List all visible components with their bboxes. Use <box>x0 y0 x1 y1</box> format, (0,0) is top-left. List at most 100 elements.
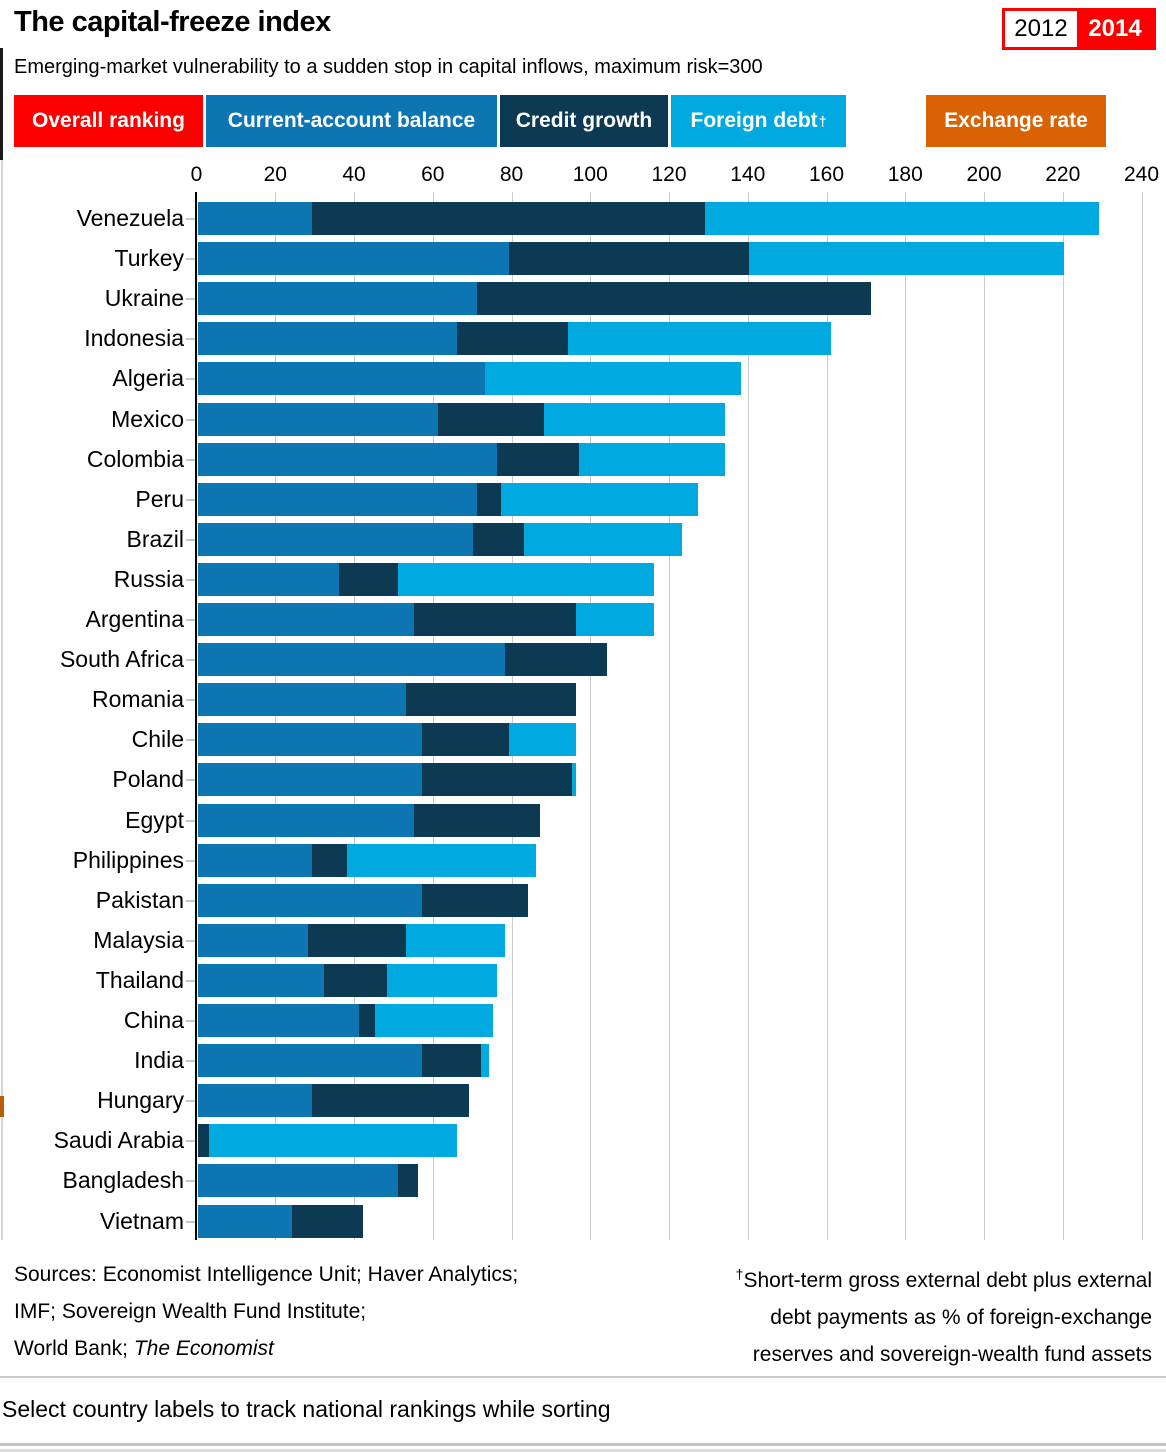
bar-segment-credit-growth-peru[interactable] <box>477 482 501 516</box>
bar-segment-current-account-balance-pakistan[interactable] <box>197 883 422 917</box>
bar-segment-credit-growth-colombia[interactable] <box>496 442 580 476</box>
bar-segment-current-account-balance-turkey[interactable] <box>197 242 509 276</box>
country-label-india[interactable]: India <box>134 1047 184 1074</box>
bar-segment-current-account-balance-philippines[interactable] <box>197 843 312 877</box>
bar-segment-credit-growth-bangladesh[interactable] <box>398 1164 418 1198</box>
country-label-turkey[interactable]: Turkey <box>114 245 184 272</box>
bar-segment-current-account-balance-venezuela[interactable] <box>197 202 312 235</box>
bar-segment-credit-growth-egypt[interactable] <box>414 803 541 837</box>
bar-segment-current-account-balance-poland[interactable] <box>197 763 422 797</box>
bar-segment-foreign-debt-venezuela[interactable] <box>705 202 1100 235</box>
bar-segment-foreign-debt-argentina[interactable] <box>575 603 655 636</box>
bar-segment-credit-growth-brazil[interactable] <box>473 522 525 556</box>
bar-segment-foreign-debt-mexico[interactable] <box>544 402 726 436</box>
country-label-thailand[interactable]: Thailand <box>95 966 184 993</box>
bar-segment-foreign-debt-chile[interactable] <box>508 723 576 757</box>
bar-segment-credit-growth-indonesia[interactable] <box>457 322 568 356</box>
bar-segment-current-account-balance-vietnam[interactable] <box>197 1204 292 1238</box>
bar-segment-credit-growth-mexico[interactable] <box>437 402 544 436</box>
bar-segment-foreign-debt-indonesia[interactable] <box>567 322 832 356</box>
bar-segment-foreign-debt-india[interactable] <box>481 1044 489 1078</box>
bar-segment-foreign-debt-china[interactable] <box>374 1004 493 1037</box>
country-label-bangladesh[interactable]: Bangladesh <box>62 1167 185 1194</box>
country-label-saudi-arabia[interactable]: Saudi Arabia <box>53 1127 184 1154</box>
bar-segment-current-account-balance-hungary[interactable] <box>197 1084 312 1118</box>
country-label-brazil[interactable]: Brazil <box>126 525 184 552</box>
bar-segment-credit-growth-hungary[interactable] <box>311 1084 470 1118</box>
bar-segment-credit-growth-venezuela[interactable] <box>311 202 706 235</box>
country-label-poland[interactable]: Poland <box>112 766 184 793</box>
bar-segment-foreign-debt-philippines[interactable] <box>347 843 537 877</box>
bar-segment-current-account-balance-china[interactable] <box>197 1004 359 1037</box>
bar-segment-foreign-debt-turkey[interactable] <box>748 242 1064 276</box>
bar-segment-foreign-debt-saudi-arabia[interactable] <box>209 1124 458 1158</box>
bar-segment-current-account-balance-indonesia[interactable] <box>197 322 458 356</box>
bar-segment-credit-growth-turkey[interactable] <box>508 242 749 276</box>
bar-segment-credit-growth-philippines[interactable] <box>311 843 348 877</box>
legend-current-account-balance-button[interactable]: Current-account balance <box>206 95 497 147</box>
bar-segment-foreign-debt-russia[interactable] <box>398 562 655 596</box>
bar-segment-credit-growth-china[interactable] <box>358 1004 375 1037</box>
country-label-russia[interactable]: Russia <box>113 565 184 592</box>
bar-segment-foreign-debt-algeria[interactable] <box>484 362 741 396</box>
country-label-chile[interactable]: Chile <box>131 726 184 753</box>
bar-segment-foreign-debt-peru[interactable] <box>500 482 698 516</box>
bar-segment-foreign-debt-malaysia[interactable] <box>406 923 505 957</box>
left-scrollbar-thumb[interactable] <box>0 48 3 160</box>
bar-segment-current-account-balance-thailand[interactable] <box>197 963 324 997</box>
bar-segment-credit-growth-vietnam[interactable] <box>292 1204 363 1238</box>
bar-segment-credit-growth-india[interactable] <box>421 1044 481 1078</box>
bar-segment-credit-growth-argentina[interactable] <box>414 603 576 636</box>
bar-segment-credit-growth-thailand[interactable] <box>323 963 387 997</box>
bar-segment-current-account-balance-brazil[interactable] <box>197 522 474 556</box>
bar-segment-foreign-debt-colombia[interactable] <box>579 442 726 476</box>
country-label-philippines[interactable]: Philippines <box>72 846 184 873</box>
bar-segment-current-account-balance-ukraine[interactable] <box>197 282 478 316</box>
bar-segment-foreign-debt-brazil[interactable] <box>524 522 682 556</box>
legend-foreign-debt-button[interactable]: Foreign debt † <box>671 95 846 147</box>
bar-segment-current-account-balance-colombia[interactable] <box>197 442 497 476</box>
country-label-egypt[interactable]: Egypt <box>125 806 184 833</box>
country-label-malaysia[interactable]: Malaysia <box>93 926 184 953</box>
country-label-vietnam[interactable]: Vietnam <box>100 1207 184 1234</box>
year-2014-button[interactable]: 2014 <box>1077 11 1153 47</box>
country-label-ukraine[interactable]: Ukraine <box>104 285 184 312</box>
bar-segment-credit-growth-south-africa[interactable] <box>504 643 607 677</box>
country-label-pakistan[interactable]: Pakistan <box>95 886 184 913</box>
bar-segment-current-account-balance-romania[interactable] <box>197 683 407 717</box>
bar-segment-current-account-balance-russia[interactable] <box>197 562 340 596</box>
bar-segment-credit-growth-chile[interactable] <box>421 723 509 757</box>
bar-segment-credit-growth-saudi-arabia[interactable] <box>197 1124 210 1158</box>
bar-segment-credit-growth-ukraine[interactable] <box>477 282 871 316</box>
bar-segment-credit-growth-romania[interactable] <box>406 683 576 717</box>
country-label-hungary[interactable]: Hungary <box>97 1087 184 1114</box>
bar-segment-current-account-balance-malaysia[interactable] <box>197 923 308 957</box>
country-label-south-africa[interactable]: South Africa <box>59 646 184 673</box>
legend-overall-ranking-button[interactable]: Overall ranking <box>14 95 203 147</box>
country-label-china[interactable]: China <box>123 1007 184 1033</box>
country-label-colombia[interactable]: Colombia <box>86 445 184 472</box>
bar-segment-current-account-balance-india[interactable] <box>197 1044 422 1078</box>
country-label-peru[interactable]: Peru <box>135 485 184 512</box>
country-label-mexico[interactable]: Mexico <box>111 405 184 432</box>
legend-exchange-rate-button[interactable]: Exchange rate <box>926 95 1106 147</box>
bar-segment-current-account-balance-mexico[interactable] <box>197 402 438 436</box>
country-label-argentina[interactable]: Argentina <box>85 606 184 632</box>
year-2012-button[interactable]: 2012 <box>1005 11 1077 47</box>
bar-segment-credit-growth-malaysia[interactable] <box>307 923 407 957</box>
country-label-romania[interactable]: Romania <box>91 686 184 713</box>
bar-segment-credit-growth-russia[interactable] <box>339 562 399 596</box>
country-label-indonesia[interactable]: Indonesia <box>84 325 184 352</box>
bar-segment-current-account-balance-south-africa[interactable] <box>197 643 505 677</box>
bar-segment-foreign-debt-poland[interactable] <box>571 763 576 797</box>
bar-segment-current-account-balance-algeria[interactable] <box>197 362 485 396</box>
bar-segment-current-account-balance-chile[interactable] <box>197 723 422 757</box>
country-label-venezuela[interactable]: Venezuela <box>76 205 184 231</box>
bar-segment-current-account-balance-argentina[interactable] <box>197 603 415 636</box>
legend-credit-growth-button[interactable]: Credit growth <box>500 95 668 147</box>
bar-segment-current-account-balance-egypt[interactable] <box>197 803 415 837</box>
bar-segment-credit-growth-pakistan[interactable] <box>421 883 529 917</box>
bar-segment-credit-growth-poland[interactable] <box>421 763 572 797</box>
bar-segment-foreign-debt-thailand[interactable] <box>386 963 497 997</box>
bar-segment-current-account-balance-bangladesh[interactable] <box>197 1164 399 1198</box>
